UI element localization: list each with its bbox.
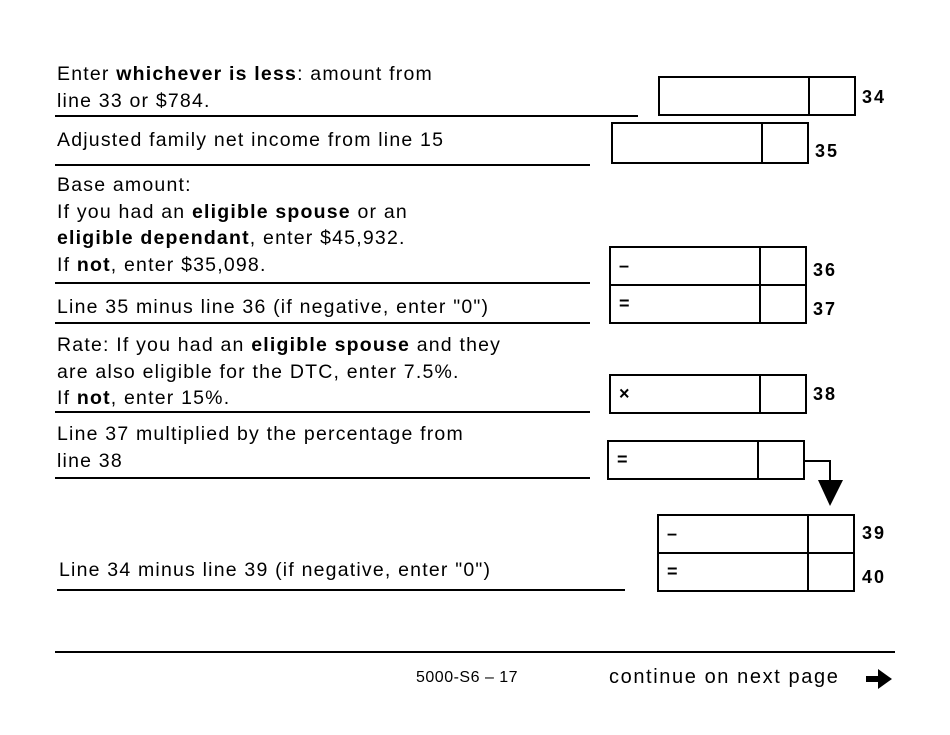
line-number-40: 40 [862, 567, 887, 587]
cents-field[interactable] [761, 124, 807, 162]
line-number-39: 39 [862, 523, 887, 543]
line-37-input[interactable]: = [609, 284, 807, 324]
line-number-37: 37 [813, 299, 838, 319]
line-36-input[interactable]: – [609, 246, 807, 286]
divider [55, 164, 590, 166]
form-id: 5000-S6 – 17 [416, 669, 519, 686]
line-number-36: 36 [813, 260, 838, 280]
line-34-label: Enter whichever is less: amount from line… [57, 63, 433, 112]
line-35-input[interactable] [611, 122, 809, 164]
equals-operator: = [617, 449, 628, 470]
line-39-input[interactable]: – [657, 514, 855, 554]
line-38-input[interactable]: × [609, 374, 807, 414]
divider [55, 322, 590, 324]
equals-operator: = [667, 561, 678, 582]
line-34-input[interactable] [658, 76, 856, 116]
carry-down-arrow-icon [804, 460, 843, 506]
divider [57, 589, 625, 591]
cents-field[interactable] [807, 554, 853, 590]
divider [55, 411, 590, 413]
continue-label: continue on next page [609, 666, 840, 688]
cents-field[interactable] [759, 286, 805, 322]
cents-field[interactable] [807, 516, 853, 552]
cents-field[interactable] [757, 442, 803, 478]
line-40-label: Line 34 minus line 39 (if negative, ente… [59, 559, 492, 581]
cents-field[interactable] [759, 376, 805, 412]
line-35-label: Adjusted family net income from line 15 [57, 129, 445, 151]
line-38-label: Rate: If you had an eligible spouse and … [57, 334, 502, 409]
multiply-operator: × [619, 383, 630, 404]
footer-rule [55, 651, 895, 653]
line-number-35: 35 [815, 141, 840, 161]
minus-operator: – [619, 255, 630, 276]
line-37-label: Line 35 minus line 36 (if negative, ente… [57, 296, 490, 318]
line-number-38: 38 [813, 384, 838, 404]
line-39-calc-input[interactable]: = [607, 440, 805, 480]
equals-operator: = [619, 293, 630, 314]
line-40-input[interactable]: = [657, 552, 855, 592]
cents-field[interactable] [808, 78, 854, 114]
divider [55, 115, 638, 117]
cents-field[interactable] [759, 248, 805, 284]
divider [55, 477, 590, 479]
line-number-34: 34 [862, 87, 887, 107]
divider [55, 282, 590, 284]
line-39-calc-label: Line 37 multiplied by the percentage fro… [57, 423, 464, 472]
line-36-label: Base amount: If you had an eligible spous… [57, 174, 408, 276]
minus-operator: – [667, 523, 678, 544]
right-arrow-icon [866, 669, 892, 689]
